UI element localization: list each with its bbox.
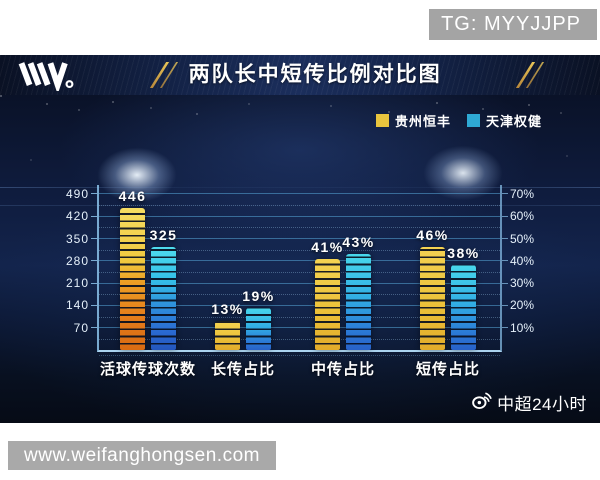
bottom-strip: www.weifanghongsen.com xyxy=(0,423,600,480)
left-axis-tick xyxy=(91,327,97,329)
gridline xyxy=(99,304,500,306)
bar-group: 41% 43% 中传占比 xyxy=(311,185,374,378)
right-axis-tick xyxy=(502,215,508,217)
right-axis-tick xyxy=(502,260,508,262)
left-axis-tick-label: 420 xyxy=(65,209,89,224)
left-axis-tick-label: 70 xyxy=(73,320,89,335)
brand-logo-icon xyxy=(16,59,74,96)
right-axis-tick xyxy=(502,327,508,329)
gridline xyxy=(99,260,500,262)
right-axis-tick xyxy=(502,304,508,306)
left-axis-tick xyxy=(91,238,97,239)
legend-item: 贵州恒丰 xyxy=(375,111,451,130)
bar-guizhou xyxy=(315,258,340,350)
gold-slash-decoration xyxy=(514,62,554,88)
gridline xyxy=(99,327,500,329)
plot: 70 10% 140 20% 210 30% 280 40% 350 50% 420 60% 490 70… xyxy=(66,185,534,378)
right-axis-tick-label: 60% xyxy=(510,209,535,224)
left-axis-tick xyxy=(91,215,97,217)
right-axis-tick xyxy=(502,238,508,239)
bar-group: 13% 19% 长传占比 xyxy=(211,185,274,378)
category-label: 短传占比 xyxy=(415,361,480,378)
tg-watermark-badge: TG: MYYJJPP xyxy=(429,9,597,40)
left-axis-tick-label: 140 xyxy=(65,298,89,313)
weibo-icon xyxy=(471,391,492,415)
gridline-dotted xyxy=(99,205,500,207)
category-label: 活球传球次数 xyxy=(99,361,196,378)
bar-tianjin xyxy=(151,246,176,350)
legend-swatch xyxy=(375,114,389,127)
left-axis-tick-label: 350 xyxy=(65,231,89,246)
gridline xyxy=(99,282,500,284)
left-axis-tick xyxy=(91,282,97,284)
bar-tianjin xyxy=(451,265,476,350)
gridline xyxy=(99,238,500,239)
page-title: 两队长中短传比例对比图 xyxy=(188,63,442,86)
legend-label: 天津权健 xyxy=(485,114,542,129)
url-watermark-badge: www.weifanghongsen.com xyxy=(8,441,276,470)
gridline-dotted xyxy=(99,294,500,296)
right-axis-tick-label: 70% xyxy=(510,186,535,201)
bar-guizhou xyxy=(215,321,240,350)
left-axis-tick xyxy=(91,260,97,262)
left-axis-tick-label: 280 xyxy=(65,253,89,268)
gridline-dotted xyxy=(99,316,500,318)
chart-legend: 贵州恒丰 天津权健 xyxy=(375,111,542,130)
right-axis-tick xyxy=(502,193,508,195)
bar-group: 46% 38% 短传占比 xyxy=(416,185,479,378)
right-axis-tick-label: 20% xyxy=(510,298,535,313)
gridline-dotted xyxy=(99,227,500,229)
bar-tianjin xyxy=(346,254,371,350)
top-strip: TG: MYYJJPP xyxy=(0,0,600,55)
bar-group: 446 325 活球传球次数 xyxy=(100,185,195,378)
sub-axis-dotted-line xyxy=(99,355,500,356)
left-axis-tick-label: 210 xyxy=(65,276,89,291)
legend-item: 天津权健 xyxy=(466,111,542,130)
header-bar: 两队长中短传比例对比图 xyxy=(0,55,600,96)
category-label: 中传占比 xyxy=(310,361,375,378)
bar-value-label: 46% xyxy=(416,227,449,244)
chart-area: 贵州恒丰 天津权健 70 10% 140 20% 210 30% 280 40% 350 50% 42… xyxy=(0,95,600,423)
bar-value-label: 43% xyxy=(342,234,375,251)
stadium-stand-line xyxy=(0,187,600,188)
bar-guizhou xyxy=(120,207,145,350)
bar-tianjin xyxy=(246,307,271,350)
stadium-lights-dots xyxy=(0,95,2,97)
right-axis-tick-label: 10% xyxy=(510,320,535,335)
stadium-stand-line xyxy=(0,205,600,206)
credit-label: 中超24小时 xyxy=(497,395,587,414)
right-axis-tick-label: 50% xyxy=(510,231,535,246)
legend-label: 贵州恒丰 xyxy=(394,114,451,129)
gold-slash-decoration xyxy=(148,62,188,88)
bar-value-label: 13% xyxy=(211,301,244,317)
bar-guizhou xyxy=(420,247,445,350)
left-axis-tick-label: 490 xyxy=(65,186,89,201)
bar-value-label: 446 xyxy=(118,187,147,204)
bar-value-label: 325 xyxy=(149,226,178,243)
bar-value-label: 38% xyxy=(447,245,480,262)
bar-value-label: 41% xyxy=(311,238,344,255)
bar-value-label: 19% xyxy=(242,287,275,304)
credit-watermark: 中超24小时 xyxy=(471,390,587,415)
legend-swatch xyxy=(466,114,480,127)
right-axis-tick xyxy=(502,282,508,284)
category-label: 长传占比 xyxy=(210,361,275,378)
left-axis-tick xyxy=(91,304,97,306)
gridline-dotted xyxy=(99,249,500,251)
right-axis-tick-label: 30% xyxy=(510,276,535,291)
gridline xyxy=(99,193,500,195)
gridline xyxy=(99,215,500,217)
right-axis-tick-label: 40% xyxy=(510,253,535,268)
gridline-dotted xyxy=(99,271,500,273)
gridline-dotted xyxy=(99,338,500,340)
left-axis-tick xyxy=(91,193,97,195)
